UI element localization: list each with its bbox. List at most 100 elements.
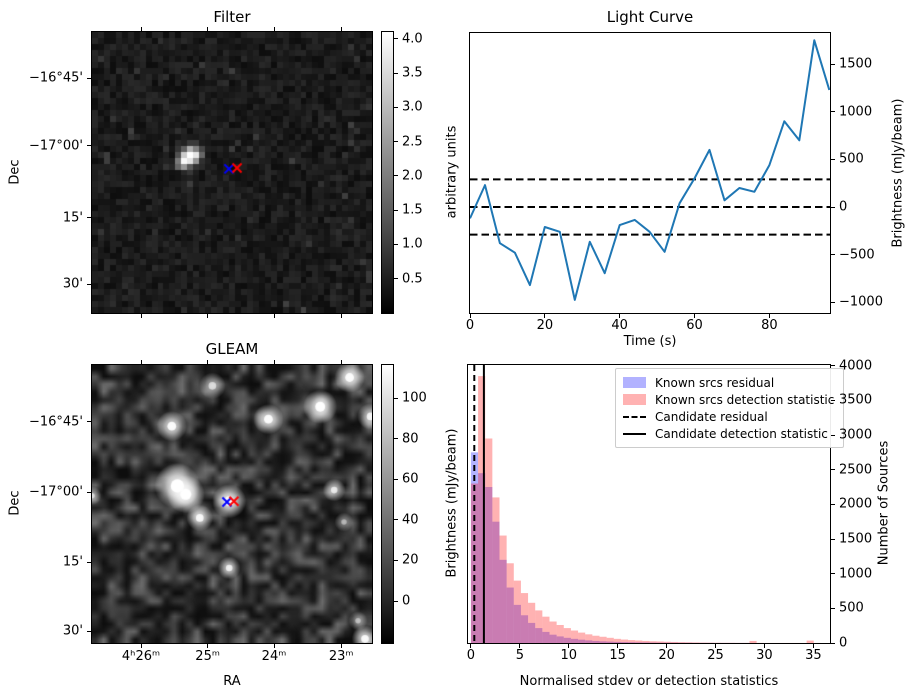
legend-item: Known srcs residual bbox=[623, 374, 834, 391]
colorbar-tick bbox=[394, 141, 398, 143]
hist-bar-residual bbox=[520, 615, 529, 643]
x-tick-label: 60 bbox=[686, 318, 703, 333]
histogram-axes bbox=[467, 364, 831, 644]
colorbar-tick bbox=[394, 559, 398, 561]
y-tick-label: 500 bbox=[839, 600, 864, 616]
gleam-title: GLEAM bbox=[205, 340, 259, 358]
legend-swatch-solid-line bbox=[623, 432, 646, 435]
hist-bar-residual bbox=[528, 622, 536, 643]
x-tick-label: 15 bbox=[609, 648, 626, 663]
hist-bar-detection bbox=[506, 563, 514, 643]
filter-title: Filter bbox=[213, 8, 251, 26]
y-tick-label: 1000 bbox=[839, 104, 873, 120]
hist-bar-detection bbox=[678, 642, 686, 643]
colorbar-tick-label: 20 bbox=[402, 552, 419, 568]
legend-item: Candidate residual bbox=[623, 408, 834, 425]
gleam-image bbox=[92, 365, 372, 643]
dec-tick-label: −17°00' bbox=[28, 484, 83, 500]
y-tick bbox=[831, 399, 835, 401]
x-tick bbox=[768, 314, 770, 318]
hist-bar-detection bbox=[620, 639, 629, 643]
legend-swatch-red-patch bbox=[623, 394, 646, 405]
x-tick-label: 35 bbox=[805, 648, 822, 663]
x-tick bbox=[140, 314, 142, 318]
x-tick bbox=[519, 644, 521, 648]
hist-bar-residual bbox=[513, 604, 521, 643]
x-tick bbox=[617, 644, 619, 648]
hist-bar-residual bbox=[599, 641, 607, 643]
histogram-plot bbox=[470, 365, 821, 643]
hist-bar-residual bbox=[570, 638, 579, 643]
x-tick bbox=[619, 314, 621, 318]
x-tick bbox=[544, 314, 546, 318]
y-tick-label: 1000 bbox=[839, 566, 873, 582]
colorbar-tick-label: 0 bbox=[402, 593, 411, 609]
x-tick bbox=[140, 644, 142, 648]
legend-item: Known srcs detection statistic bbox=[623, 391, 834, 408]
x-tick-label: 25 bbox=[707, 648, 724, 663]
hist-bar-residual bbox=[549, 634, 557, 643]
hist-bar-residual bbox=[613, 641, 621, 643]
y-tick bbox=[831, 573, 835, 575]
hist-bar-detection bbox=[492, 497, 500, 643]
x-tick-label: 20 bbox=[536, 318, 554, 333]
y-tick-label: 4000 bbox=[839, 358, 873, 374]
colorbar-tick-label: 1.5 bbox=[402, 202, 423, 218]
hist-bar-residual bbox=[499, 559, 507, 643]
y-tick bbox=[831, 538, 835, 540]
hist-bar-detection bbox=[592, 635, 600, 643]
hist-bar-detection bbox=[656, 641, 664, 643]
x-tick bbox=[694, 314, 696, 318]
hist-bar-residual bbox=[492, 521, 500, 643]
colorbar-tick bbox=[394, 478, 398, 480]
dec-tick bbox=[87, 561, 91, 563]
histogram-legend: Known srcs residual Known srcs detection … bbox=[615, 368, 845, 448]
histogram-xlabel: Normalised stdev or detection statistics bbox=[519, 674, 779, 689]
dec-tick bbox=[87, 145, 91, 147]
y-tick bbox=[831, 607, 835, 609]
hist-bar-detection bbox=[470, 483, 479, 643]
legend-swatch-blue-patch bbox=[623, 377, 646, 388]
y-tick bbox=[831, 434, 835, 436]
hist-bar-detection bbox=[585, 634, 593, 643]
hist-bar-residual bbox=[535, 628, 543, 643]
y-tick bbox=[831, 254, 835, 256]
x-tick bbox=[207, 314, 209, 318]
gleam-image-axes bbox=[91, 364, 373, 644]
dec-tick bbox=[87, 630, 91, 632]
hist-bar-residual bbox=[620, 642, 629, 643]
y-tick-label: −500 bbox=[839, 247, 875, 263]
x-tick bbox=[273, 314, 275, 318]
x-tick bbox=[273, 360, 275, 364]
ra-tick-label: 25ᵐ bbox=[195, 649, 220, 664]
colorbar-tick-label: 60 bbox=[402, 471, 419, 487]
x-tick-label: 80 bbox=[761, 318, 778, 333]
x-tick bbox=[763, 644, 765, 648]
y-tick bbox=[831, 365, 835, 367]
x-tick bbox=[666, 644, 668, 648]
hist-bar-residual bbox=[563, 637, 571, 643]
y-tick-label: 1500 bbox=[839, 56, 873, 72]
hist-bar-detection bbox=[478, 376, 486, 643]
y-tick bbox=[831, 469, 835, 471]
y-tick-label: −1000 bbox=[839, 294, 883, 310]
hist-bar-residual bbox=[585, 640, 593, 643]
light-curve-xlabel: Time (s) bbox=[623, 334, 677, 349]
hist-bar-residual bbox=[592, 640, 600, 643]
y-tick-label: 0 bbox=[839, 635, 848, 651]
hist-bar-detection bbox=[563, 628, 571, 643]
colorbar-tick-label: 100 bbox=[402, 390, 427, 406]
y-tick bbox=[831, 642, 835, 644]
legend-label: Candidate detection statistic bbox=[655, 426, 828, 441]
filter-dec-axis-label: Dec bbox=[7, 159, 23, 185]
filter-colorbar-label: arbitrary units bbox=[444, 125, 460, 219]
colorbar-tick bbox=[394, 175, 398, 177]
y-tick-label: 3500 bbox=[839, 392, 873, 408]
colorbar-tick-label: 3.5 bbox=[402, 65, 423, 81]
colorbar-tick-label: 40 bbox=[402, 512, 419, 528]
hist-bar-residual bbox=[635, 642, 643, 643]
hist-bar-detection bbox=[556, 624, 564, 643]
hist-bar-detection bbox=[542, 616, 550, 643]
hist-bar-detection bbox=[642, 640, 650, 643]
hist-bar-detection bbox=[485, 438, 493, 643]
